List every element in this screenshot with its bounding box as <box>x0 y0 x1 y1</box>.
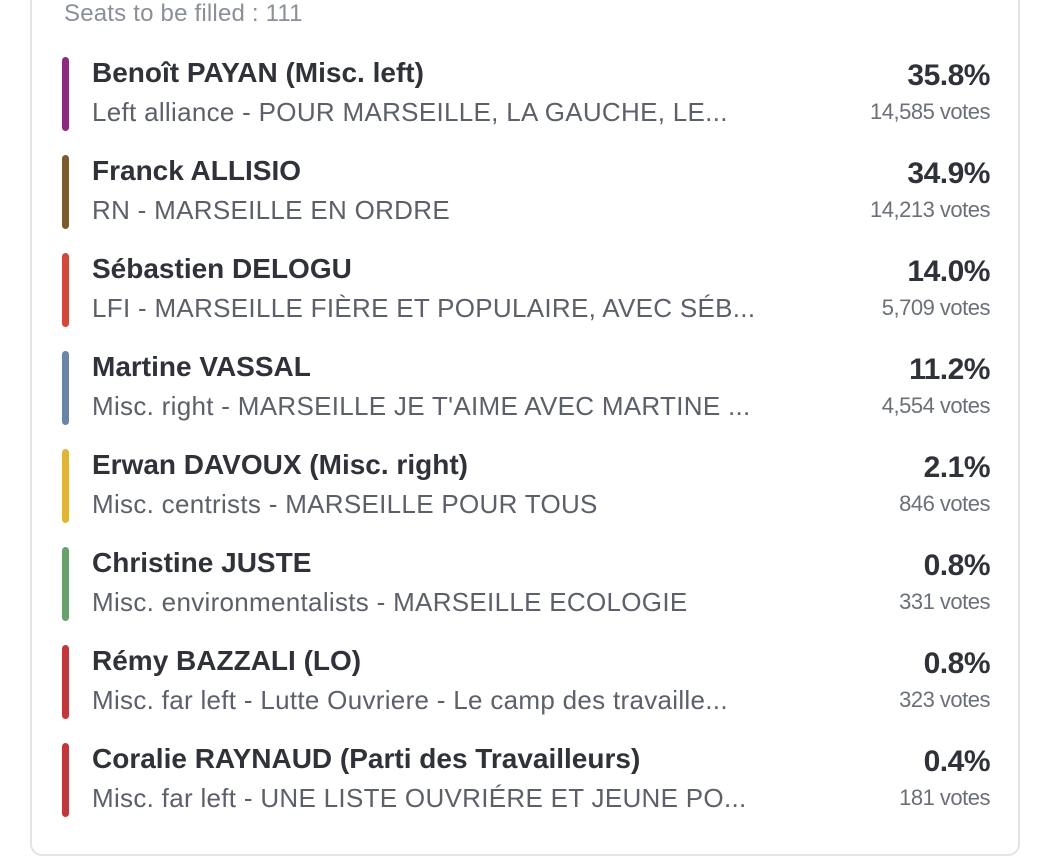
vote-count: 331 votes <box>899 589 990 614</box>
vote-percentage: 0.4% <box>923 745 991 778</box>
candidate-name: Sébastien DELOGU <box>92 253 352 284</box>
candidate-list-name: Misc. far left - Lutte Ouvriere - Le cam… <box>92 685 728 715</box>
candidate-name: Christine JUSTE <box>92 547 312 578</box>
party-color-bar <box>62 743 69 817</box>
vote-percentage: 34.9% <box>907 157 990 190</box>
candidate-name: Rémy BAZZALI (LO) <box>92 645 362 676</box>
vote-count: 4,554 votes <box>881 393 991 418</box>
results-card <box>30 0 1020 856</box>
candidate-list-name: RN - MARSEILLE EN ORDRE <box>92 195 450 225</box>
vote-percentage: 0.8% <box>923 549 991 582</box>
party-color-bar <box>62 57 69 131</box>
candidate-row[interactable]: Christine JUSTE Misc. environmentalists -… <box>62 547 991 621</box>
vote-percentage: 2.1% <box>923 451 991 484</box>
vote-count: 14,585 votes <box>870 99 990 124</box>
candidate-row[interactable]: Sébastien DELOGU LFI - MARSEILLE FIÈRE ET… <box>62 253 991 327</box>
candidate-row[interactable]: Benoît PAYAN (Misc. left) Left alliance -… <box>62 57 990 131</box>
vote-count: 323 votes <box>899 687 990 712</box>
vote-percentage: 14.0% <box>907 255 990 288</box>
candidate-name: Benoît PAYAN (Misc. left) <box>92 57 424 88</box>
candidate-row[interactable]: Rémy BAZZALI (LO) Misc. far left - Lutte … <box>62 645 991 719</box>
vote-count: 181 votes <box>899 785 990 810</box>
candidate-list-name: Misc. environmentalists - MARSEILLE ECOL… <box>92 587 688 617</box>
vote-percentage: 0.8% <box>923 647 991 680</box>
candidate-list-name: LFI - MARSEILLE FIÈRE ET POPULAIRE, AVEC… <box>92 293 756 323</box>
vote-count: 14,213 votes <box>870 197 990 222</box>
vote-percentage: 11.2% <box>909 353 990 386</box>
party-color-bar <box>62 547 69 621</box>
candidate-name: Erwan DAVOUX (Misc. right) <box>92 449 468 480</box>
party-color-bar <box>62 155 69 229</box>
candidate-row[interactable]: Coralie RAYNAUD (Parti des Travailleurs)… <box>62 743 991 817</box>
vote-percentage: 35.8% <box>907 59 990 92</box>
seats-to-fill-label: Seats to be filled : 111 <box>64 0 303 27</box>
candidate-row[interactable]: Franck ALLISIO RN - MARSEILLE EN ORDRE 34.… <box>62 155 990 229</box>
party-color-bar <box>62 253 69 327</box>
candidate-list-name: Misc. centrists - MARSEILLE POUR TOUS <box>92 489 598 519</box>
candidate-row[interactable]: Erwan DAVOUX (Misc. right) Misc. centrist… <box>62 449 991 523</box>
candidate-list-name: Left alliance - POUR MARSEILLE, LA GAUCH… <box>92 97 728 127</box>
candidate-row[interactable]: Martine VASSAL Misc. right - MARSEILLE JE… <box>62 351 991 425</box>
candidate-name: Franck ALLISIO <box>92 155 302 186</box>
candidate-name: Coralie RAYNAUD (Parti des Travailleurs) <box>92 743 641 774</box>
party-color-bar <box>62 645 69 719</box>
party-color-bar <box>62 351 69 425</box>
candidate-list-name: Misc. right - MARSEILLE JE T'AIME AVEC M… <box>92 391 751 421</box>
vote-count: 846 votes <box>899 491 990 516</box>
party-color-bar <box>62 449 69 523</box>
candidate-list-name: Misc. far left - UNE LISTE OUVRIÉRE ET J… <box>92 783 747 813</box>
vote-count: 5,709 votes <box>881 295 991 320</box>
candidate-name: Martine VASSAL <box>92 351 311 382</box>
